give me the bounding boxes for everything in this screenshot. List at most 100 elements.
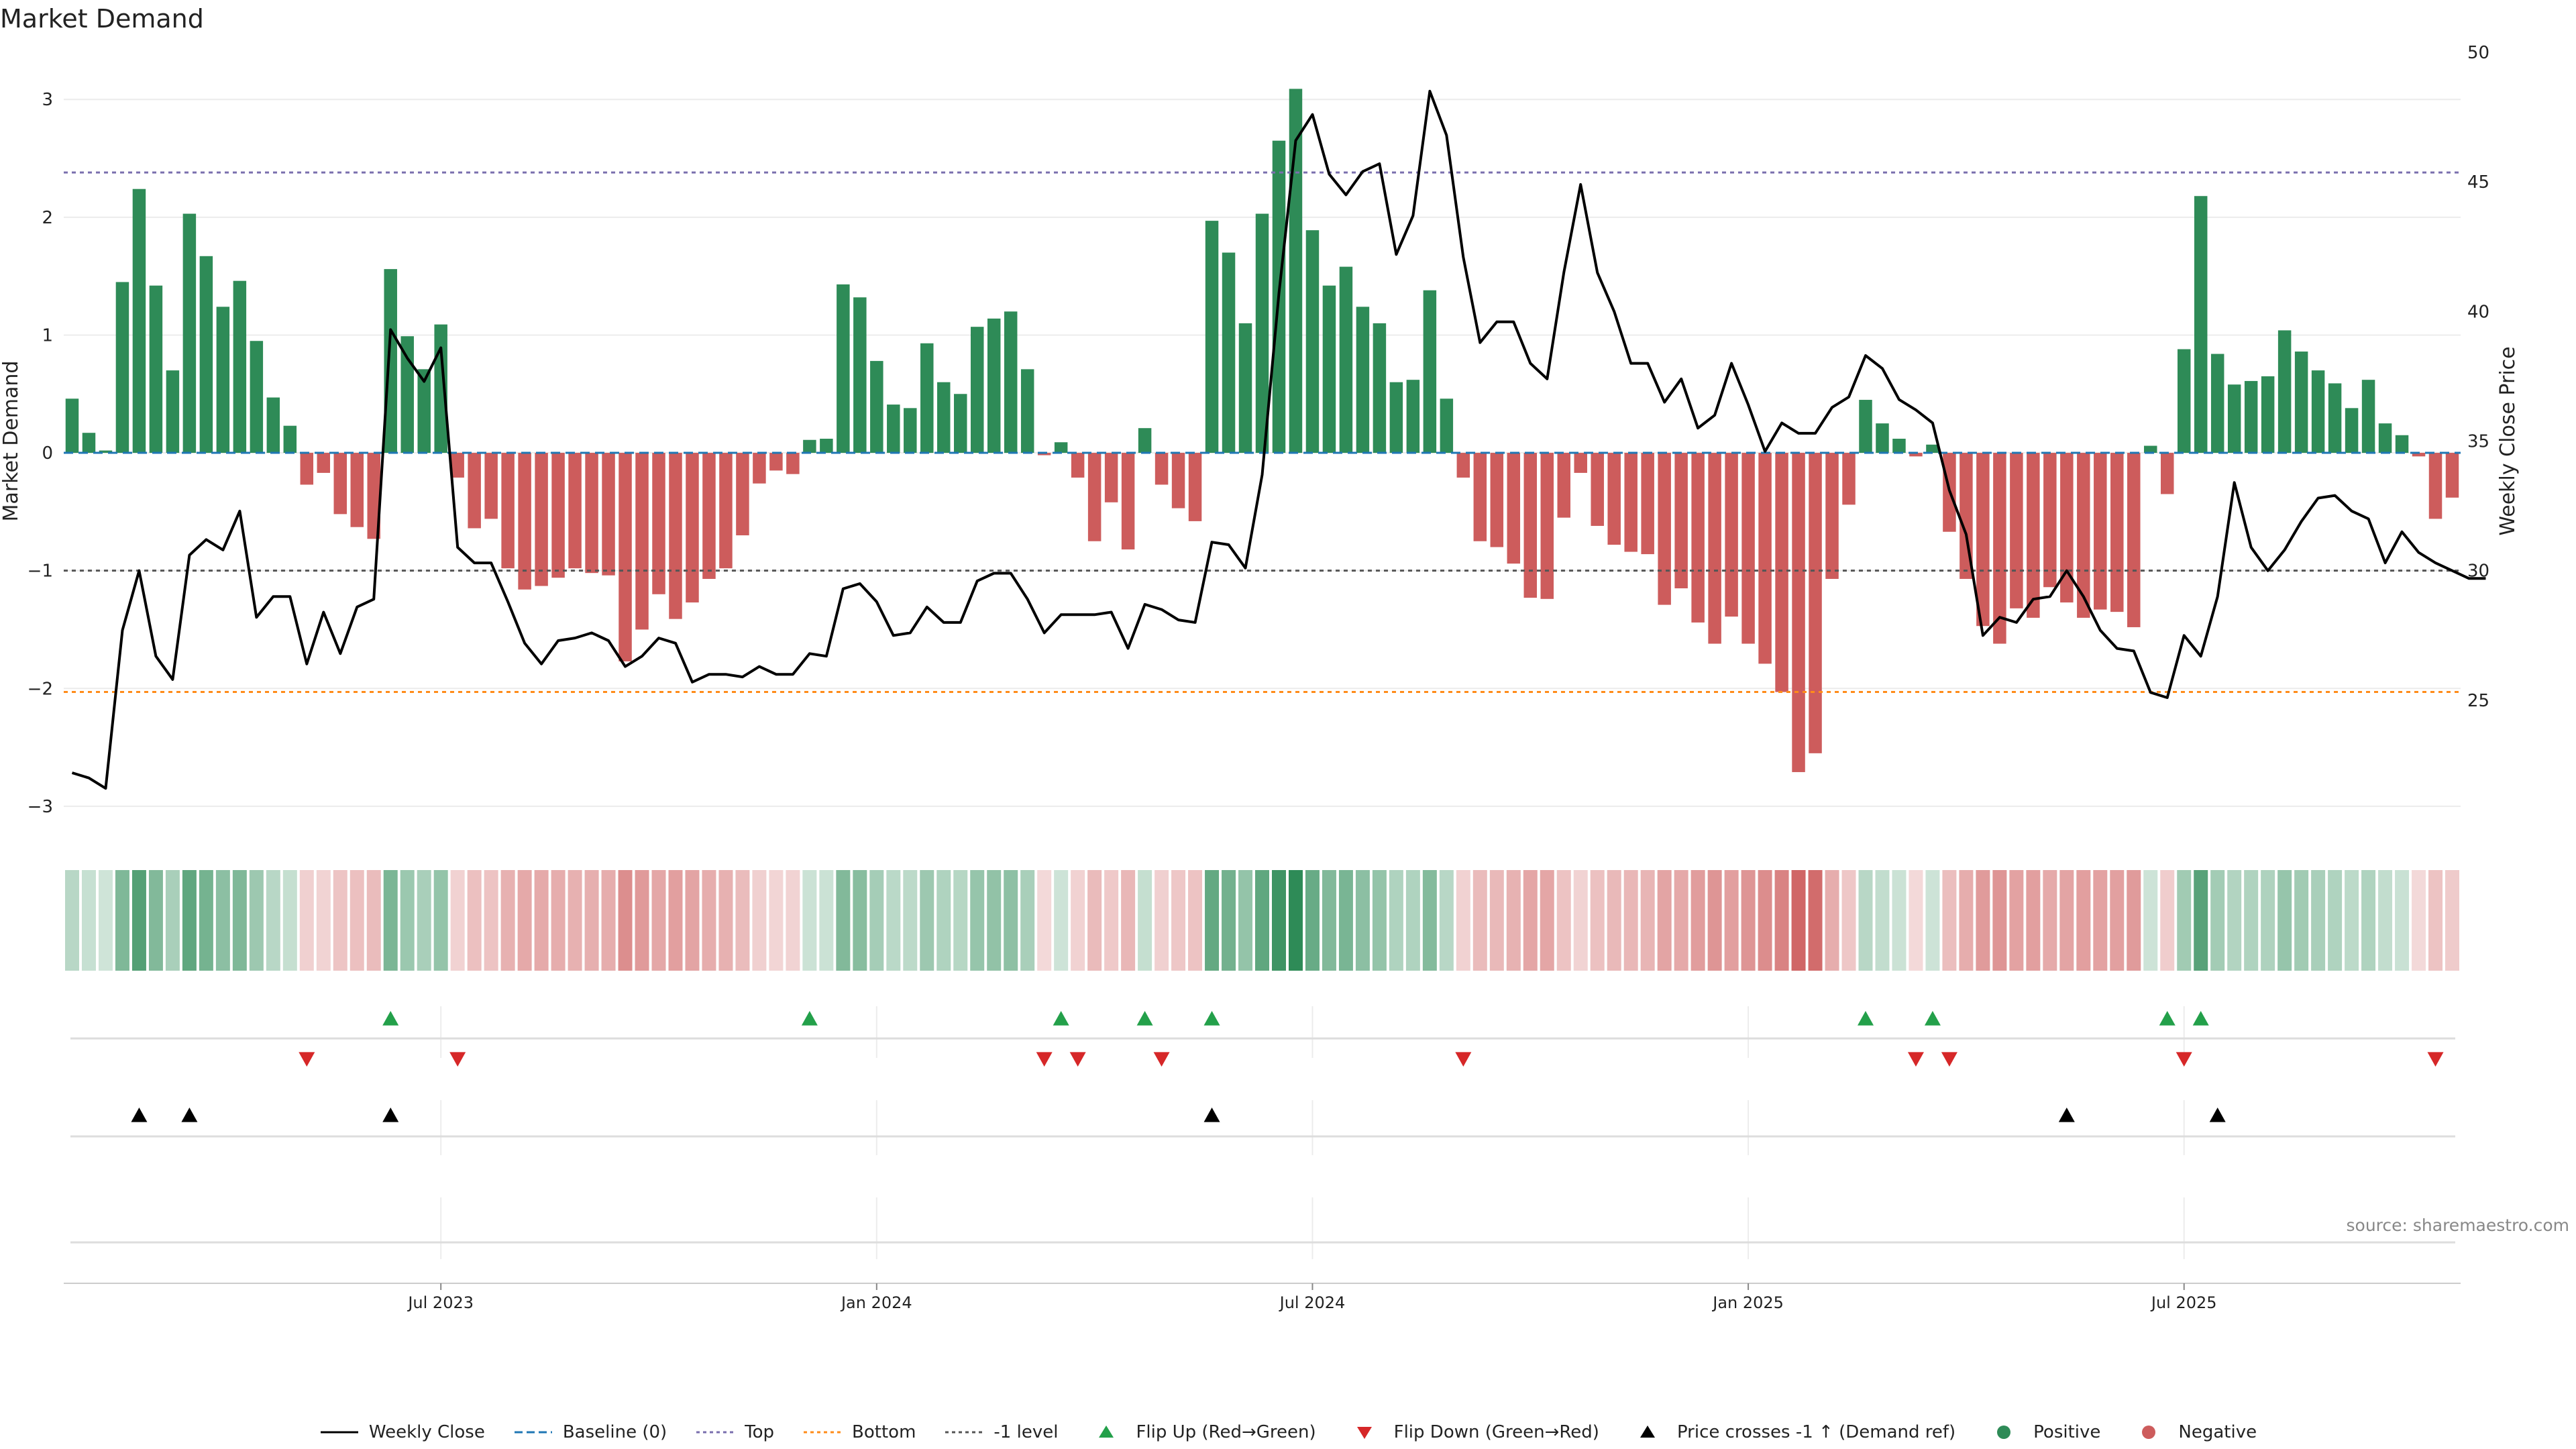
heat-cell [2378, 870, 2393, 971]
demand-bar [837, 284, 850, 453]
heat-cell [81, 870, 96, 971]
demand-bar [1054, 442, 1068, 453]
legend-item: Flip Down (Green→Red) [1344, 1422, 1599, 1442]
xtick-label: Jan 2024 [840, 1293, 912, 1312]
demand-bar [2094, 453, 2107, 610]
price-series [71, 89, 2486, 790]
heat-cell [2177, 870, 2192, 971]
heat-cell [2328, 870, 2343, 971]
demand-bar [1004, 311, 1018, 453]
demand-bar [753, 453, 766, 484]
heat-cell [551, 870, 566, 971]
demand-bar [635, 453, 649, 630]
demand-bar [451, 453, 464, 478]
heat-cell [1104, 870, 1119, 971]
heat-cell [484, 870, 498, 971]
demand-bar [904, 408, 917, 453]
weekly-close-line [71, 89, 2486, 790]
demand-bar [501, 453, 515, 569]
demand-bar [216, 307, 230, 453]
heat-cell [1271, 870, 1286, 971]
heat-cell [1389, 870, 1403, 971]
heat-cell [1439, 870, 1454, 971]
y2-axis-label: Weekly Close Price [2496, 346, 2520, 535]
heat-cell [249, 870, 264, 971]
demand-bars [65, 89, 2459, 772]
demand-bar [535, 453, 548, 586]
demand-bar [1490, 453, 1504, 547]
demand-bar [686, 453, 699, 603]
heat-cell [2009, 870, 2024, 971]
triangle-up-icon [1099, 1426, 1114, 1438]
heat-cell [1590, 870, 1605, 971]
legend-item: Weekly Close [319, 1422, 485, 1442]
legend-label: Baseline (0) [562, 1422, 667, 1442]
legend-label: Top [745, 1422, 775, 1442]
demand-bar [786, 453, 800, 474]
demand-bar [1775, 453, 1788, 692]
heat-cell [232, 870, 247, 971]
heat-cell [467, 870, 482, 971]
demand-bar [1138, 428, 1152, 453]
axes: −3 −2 −1 0 1 2 3 25 30 35 40 45 50 Market Demand Weekl… [0, 43, 2520, 1312]
heat-cell [2311, 870, 2326, 971]
flip-down-marker [1941, 1052, 1957, 1067]
heat-cell [1238, 870, 1253, 971]
heat-cell [1171, 870, 1186, 971]
heat-cell [953, 870, 968, 971]
demand-bar [333, 453, 347, 515]
heat-cell [400, 870, 415, 971]
heat-cell [299, 870, 314, 971]
demand-bar [1725, 453, 1738, 617]
demand-bar [1305, 230, 1320, 453]
heat-cell [970, 870, 985, 971]
heat-cell [1205, 870, 1220, 971]
demand-bar [1574, 453, 1587, 473]
demand-heatstrip [64, 870, 2460, 971]
heat-cell [1573, 870, 1588, 971]
demand-bar [1658, 453, 1671, 605]
demand-bar [1205, 221, 1219, 453]
demand-bar [1356, 307, 1370, 453]
heat-cell [64, 870, 79, 971]
xtick-label: Jul 2023 [407, 1293, 474, 1312]
demand-bar [2244, 380, 2258, 453]
heat-cell [1607, 870, 1621, 971]
demand-bar [1456, 453, 1470, 478]
heat-cell [1774, 870, 1789, 971]
legend-label: Price crosses -1 ↑ (Demand ref) [1676, 1422, 1956, 1442]
heat-cell [1741, 870, 1756, 971]
heat-cell [769, 870, 784, 971]
dot-icon [2142, 1426, 2156, 1439]
demand-bar [1121, 453, 1135, 550]
xtick-label: Jul 2025 [2150, 1293, 2217, 1312]
heat-cell [1138, 870, 1152, 971]
demand-bar [2077, 453, 2090, 618]
heat-cell [2194, 870, 2208, 971]
demand-bar [1708, 453, 1721, 644]
demand-bar [1171, 453, 1185, 508]
demand-bar [518, 453, 531, 590]
demand-bar [870, 361, 883, 453]
demand-bar [1591, 453, 1604, 526]
heat-cell [1372, 870, 1387, 971]
demand-bar [1792, 453, 1805, 772]
demand-bar [1020, 369, 1034, 453]
demand-bar [1406, 380, 1420, 453]
price-cross-marker [382, 1108, 399, 1122]
demand-bar [2161, 453, 2174, 494]
demand-bar [1607, 453, 1621, 545]
heat-cell [2110, 870, 2125, 971]
heat-cell [2143, 870, 2158, 971]
heat-cell [702, 870, 716, 971]
demand-bar [2010, 453, 2023, 608]
demand-bar [987, 318, 1001, 453]
demand-bar [2110, 453, 2124, 612]
heat-cell [282, 870, 297, 971]
heat-cell [786, 870, 800, 971]
heat-cell [1690, 870, 1705, 971]
heat-cell [2294, 870, 2309, 971]
ytick-label: 2 [42, 208, 53, 228]
heat-cell [1071, 870, 1085, 971]
demand-bar [300, 453, 314, 485]
